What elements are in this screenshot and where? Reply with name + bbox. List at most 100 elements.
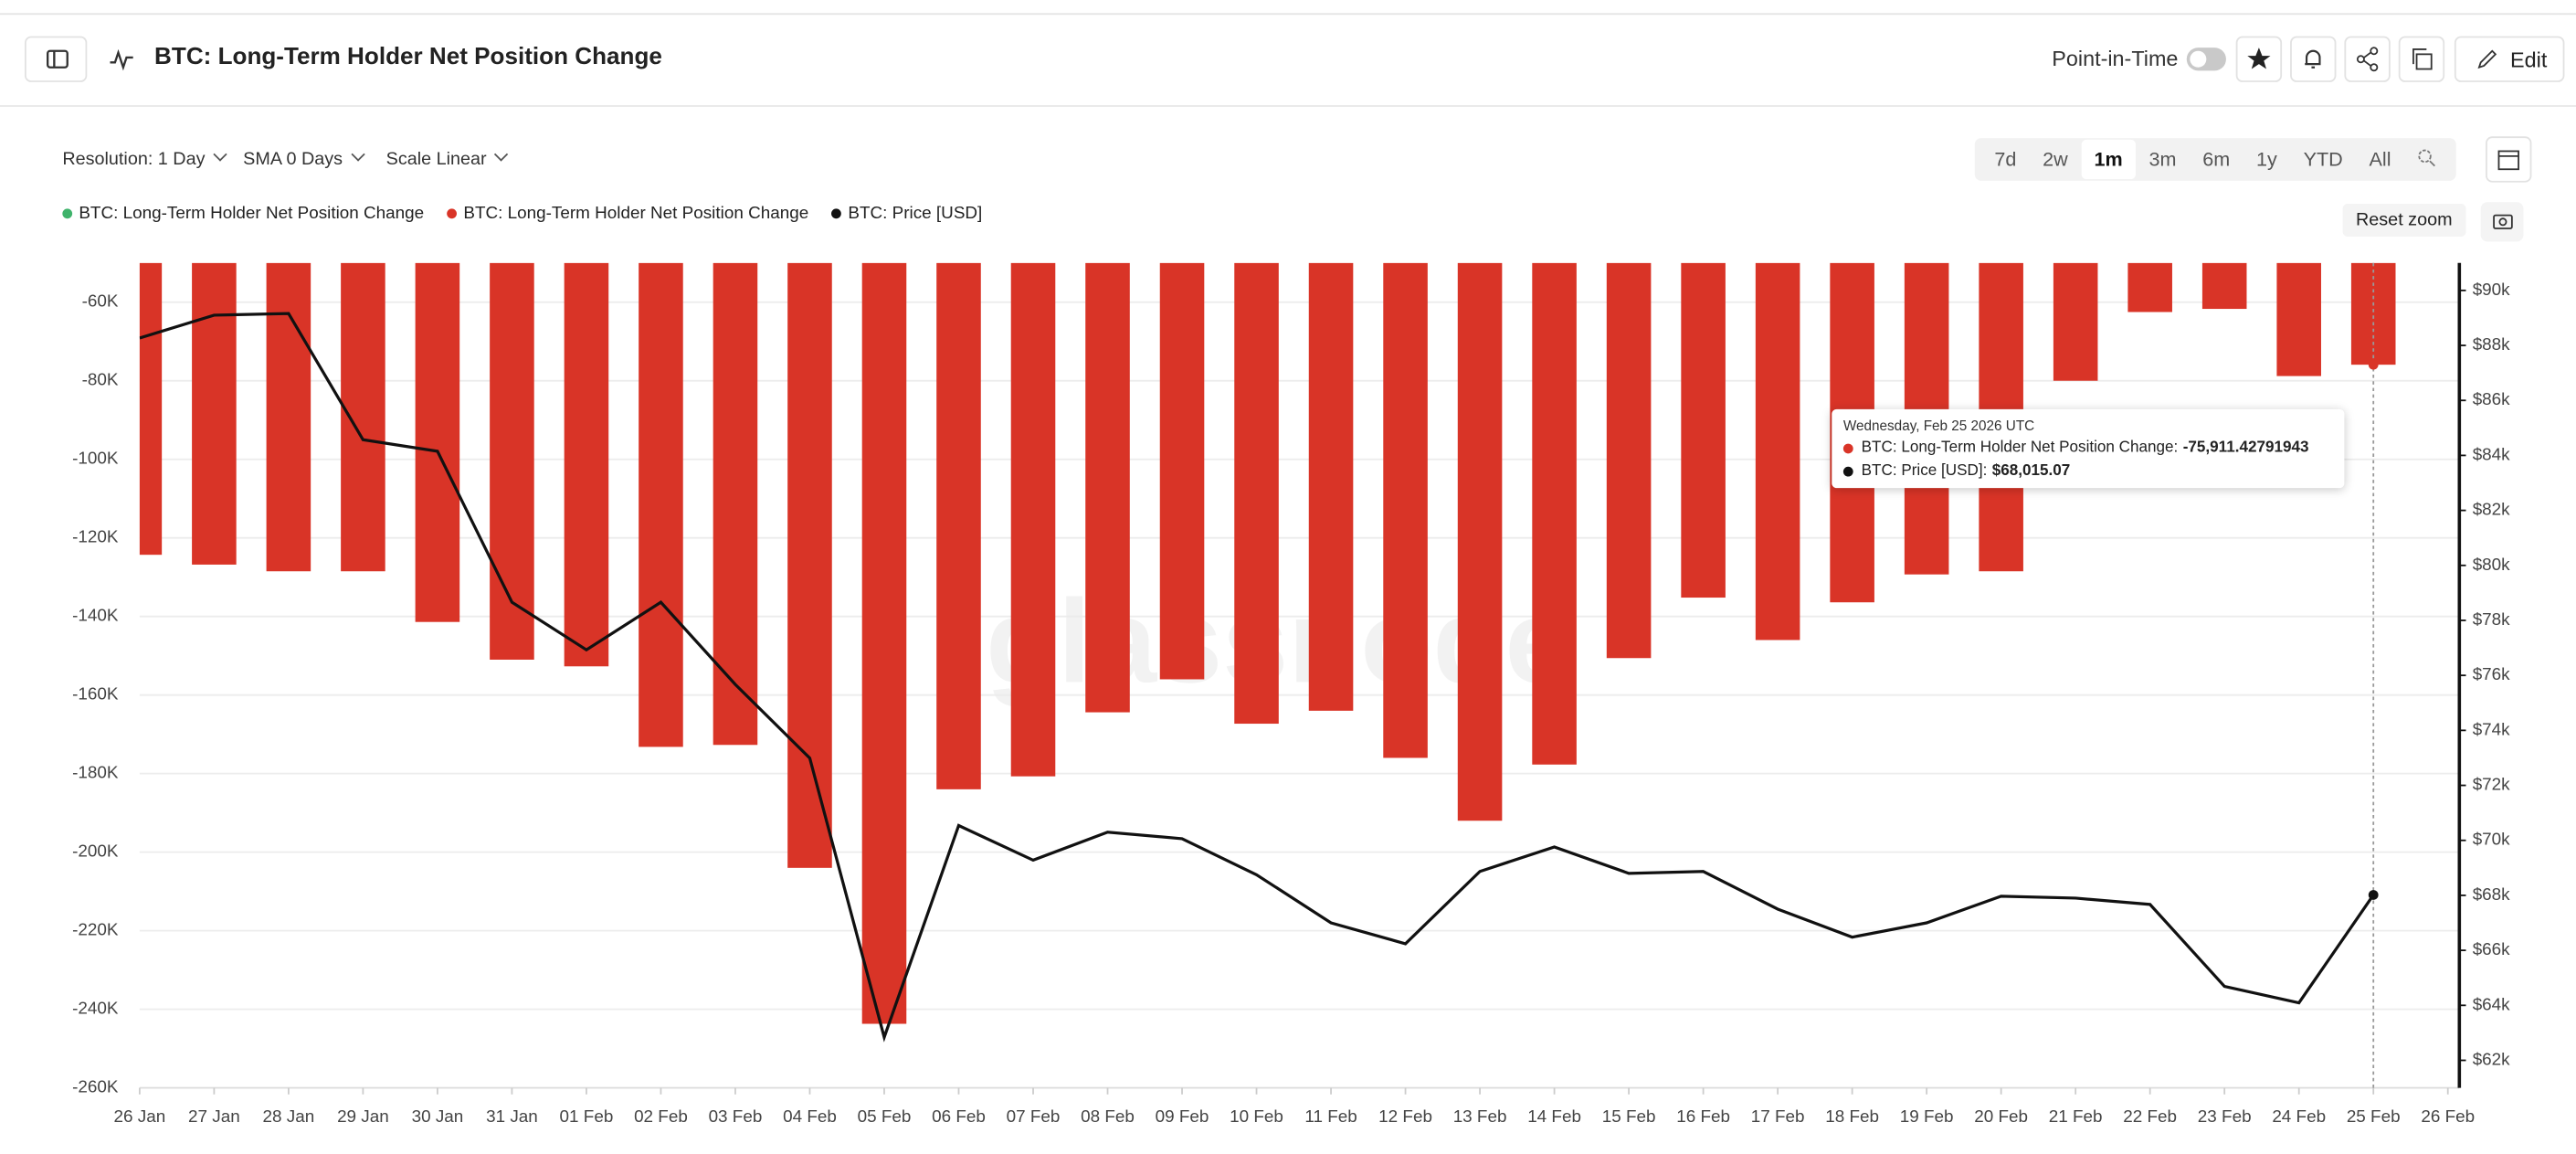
bar (861, 262, 907, 1024)
legend-label: BTC: Price [USD] (848, 204, 983, 224)
y-tick-label: -220K (72, 921, 119, 940)
bar (2053, 262, 2098, 381)
y2-tick-label: $78k (2473, 610, 2510, 630)
x-tick-label: 27 Jan (188, 1107, 240, 1127)
x-tick-label: 15 Feb (1602, 1107, 1656, 1127)
bar (1085, 262, 1130, 713)
x-tick-label: 16 Feb (1676, 1107, 1730, 1127)
zoom-select-button[interactable] (2404, 139, 2450, 180)
x-tick-label: 07 Feb (1007, 1107, 1061, 1127)
sma-dropdown[interactable]: SMA 0 Days (243, 150, 362, 170)
x-tick-label: 30 Jan (412, 1107, 464, 1127)
x-tick-label: 12 Feb (1378, 1107, 1432, 1127)
bar (1755, 262, 1800, 641)
y-tick-label: -120K (72, 528, 119, 547)
range-button[interactable]: 7d (1994, 147, 2017, 172)
y2-tick-label: $76k (2473, 665, 2510, 684)
screenshot-button[interactable] (2480, 202, 2524, 242)
share-button[interactable] (2344, 36, 2391, 82)
reset-zoom-button[interactable]: Reset zoom (2342, 204, 2465, 237)
resolution-dropdown[interactable]: Resolution: 1 Day (62, 150, 225, 170)
point-in-time-toggle[interactable] (2186, 48, 2226, 71)
x-tick-label: 26 Jan (114, 1107, 166, 1127)
legend-swatch (831, 208, 842, 219)
x-tick-label: 06 Feb (932, 1107, 986, 1127)
x-tick-label: 14 Feb (1527, 1107, 1581, 1127)
legend-entry[interactable]: BTC: Price [USD] (831, 204, 982, 224)
copy-button[interactable] (2398, 36, 2445, 82)
page-title: BTC: Long-Term Holder Net Position Chang… (154, 44, 662, 71)
tooltip-dot (1842, 442, 1853, 453)
bar (639, 262, 683, 747)
sidebar-toggle[interactable] (24, 36, 88, 82)
x-tick-label: 31 Jan (486, 1107, 538, 1127)
header (0, 13, 2576, 107)
x-tick-label: 24 Feb (2272, 1107, 2326, 1127)
bar (1308, 262, 1354, 711)
x-tick-label: 08 Feb (1081, 1107, 1135, 1127)
share-icon (2356, 47, 2379, 72)
legend-label: BTC: Long-Term Holder Net Position Chang… (463, 204, 809, 224)
copy-icon (2412, 48, 2433, 70)
range-button[interactable]: 6m (2202, 147, 2231, 172)
y-tick-label: -200K (72, 842, 119, 862)
y2-tick-label: $70k (2473, 831, 2510, 850)
bar (266, 262, 311, 572)
tooltip-value: $68,015.07 (1991, 461, 2071, 481)
x-tick-label: 13 Feb (1453, 1107, 1507, 1127)
x-tick-label: 11 Feb (1304, 1107, 1357, 1127)
favorite-button[interactable] (2235, 36, 2283, 82)
range-button[interactable]: 1m (2081, 139, 2137, 180)
legend-entry[interactable]: BTC: Long-Term Holder Net Position Chang… (447, 204, 808, 224)
range-button[interactable]: 2w (2043, 147, 2068, 172)
bar (1010, 262, 1056, 777)
bar (1681, 262, 1726, 598)
bar (341, 262, 385, 572)
scale-dropdown[interactable]: Scale Linear (386, 150, 507, 170)
y-tick-label: -260K (72, 1078, 119, 1097)
bar (2127, 262, 2172, 312)
x-tick-label: 25 Feb (2347, 1107, 2401, 1127)
tooltip-date: Wednesday, Feb 25 2026 UTC (1842, 417, 2035, 434)
y-tick-label: -160K (72, 685, 119, 704)
x-tick-label: 19 Feb (1900, 1107, 1954, 1127)
range-button[interactable]: 3m (2148, 147, 2177, 172)
bar (1457, 262, 1503, 821)
price-line (139, 312, 2375, 1043)
tooltip-dot (1842, 465, 1853, 476)
bar (713, 262, 758, 746)
calendar-button[interactable] (2486, 136, 2532, 183)
alert-button[interactable] (2290, 36, 2337, 82)
edit-button[interactable]: Edit (2454, 36, 2565, 82)
hover-dot (2368, 359, 2379, 370)
legend-entry[interactable]: BTC: Long-Term Holder Net Position Chang… (62, 204, 424, 224)
x-tick-label: 05 Feb (858, 1107, 912, 1127)
x-tick-label: 22 Feb (2123, 1107, 2177, 1127)
legend-swatch (62, 208, 73, 219)
bar (1159, 262, 1205, 680)
range-button[interactable]: All (2369, 147, 2391, 172)
bar (2201, 262, 2247, 310)
bar (564, 262, 609, 667)
y-tick-label: -60K (82, 292, 119, 312)
y2-tick-label: $88k (2473, 335, 2510, 355)
bar (1606, 262, 1652, 659)
range-button[interactable]: YTD (2303, 147, 2343, 172)
x-tick-label: 23 Feb (2198, 1107, 2252, 1127)
calendar-icon (2497, 150, 2519, 171)
range-button[interactable]: 1y (2256, 147, 2277, 172)
star-icon (2247, 48, 2271, 69)
x-tick-label: 18 Feb (1825, 1107, 1879, 1127)
y2-tick-label: $86k (2473, 390, 2510, 409)
y2-tick-label: $82k (2473, 501, 2510, 520)
camera-icon (2493, 214, 2513, 229)
x-tick-label: 29 Jan (337, 1107, 389, 1127)
x-tick-label: 09 Feb (1156, 1107, 1209, 1127)
bar (1383, 262, 1428, 758)
bar (415, 262, 460, 622)
edit-label: Edit (2510, 48, 2548, 73)
x-tick-label: 20 Feb (1974, 1107, 2028, 1127)
x-tick-label: 17 Feb (1751, 1107, 1805, 1127)
tooltip-row: BTC: Long-Term Holder Net Position Chang… (1842, 439, 2333, 457)
